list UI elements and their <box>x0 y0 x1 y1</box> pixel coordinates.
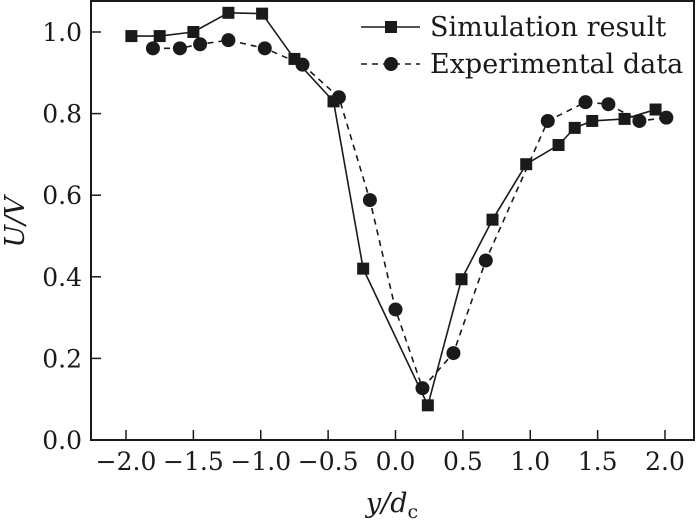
experimental-data-point <box>415 381 430 396</box>
x-tick-label: 1.0 <box>510 447 550 476</box>
experimental-data-point <box>540 113 555 128</box>
legend: Simulation result Experimental data <box>361 12 683 80</box>
y-tick-label: 0.8 <box>42 100 82 129</box>
simulation-result-point <box>552 139 565 152</box>
experimental-data-point <box>446 346 461 361</box>
x-axis-label: y/dc <box>365 488 418 523</box>
simulation-result-point <box>256 7 269 20</box>
x-axis-label-subscript: c <box>407 501 418 523</box>
experimental-data-point <box>257 41 272 56</box>
x-tick-label: 2.0 <box>645 447 685 476</box>
simulation-result-point <box>187 26 200 38</box>
y-tick-label: 0.0 <box>42 426 82 455</box>
y-axis-ticks: 0.0 0.2 0.4 0.6 0.8 1.0 <box>42 18 101 455</box>
legend-experimental-data-marker <box>384 57 398 71</box>
experimental-data-point <box>601 97 616 112</box>
experimental-data-point <box>362 193 377 208</box>
x-axis-ticks: −2.0 −1.5 −1.0 −0.5 0.0 0.5 1.0 1.5 2.0 <box>96 430 685 476</box>
experimental-data-point <box>578 95 593 110</box>
experimental-data-point <box>632 113 647 128</box>
simulation-result-point <box>618 112 631 125</box>
experimental-data-point <box>295 57 310 72</box>
x-tick-label: 1.5 <box>578 447 618 476</box>
legend-experimental-data-label: Experimental data <box>430 49 683 80</box>
simulation-result-point <box>357 262 370 275</box>
experimental-data-point <box>659 110 674 125</box>
experimental-data-point <box>145 41 160 56</box>
legend-simulation-result-marker <box>385 21 397 33</box>
experimental-data-point <box>172 41 187 56</box>
simulation-result-point <box>486 213 499 226</box>
x-tick-label: 0.5 <box>443 447 483 476</box>
x-tick-label: −1.0 <box>230 447 291 476</box>
simulation-result-point <box>125 30 138 43</box>
x-tick-label: −0.5 <box>298 447 359 476</box>
experimental-data-line <box>152 39 667 390</box>
experimental-data-point <box>478 253 493 268</box>
x-tick-label: 0.0 <box>376 447 416 476</box>
simulation-result-point <box>222 6 235 19</box>
series-layer <box>125 6 674 412</box>
experimental-data-point <box>388 302 403 317</box>
y-tick-label: 1.0 <box>42 18 82 47</box>
x-tick-label: −2.0 <box>96 447 157 476</box>
simulation-result-point <box>586 114 599 127</box>
simulation-result-point <box>455 273 468 286</box>
simulation-result-point <box>568 121 581 134</box>
legend-simulation-result-label: Simulation result <box>430 12 666 43</box>
y-tick-label: 0.2 <box>42 344 82 373</box>
experimental-data-point <box>193 37 208 52</box>
simulation-result-point <box>153 30 166 43</box>
y-tick-label: 0.6 <box>42 181 82 210</box>
simulation-result-point <box>649 103 662 116</box>
plot-frame <box>90 0 695 441</box>
x-tick-label: −1.5 <box>163 447 224 476</box>
experimental-data-point <box>221 33 236 48</box>
simulation-result-point <box>421 399 434 412</box>
y-tick-label: 0.4 <box>42 263 82 292</box>
experimental-data-point <box>331 90 346 105</box>
y-axis-label: U/V <box>0 194 31 248</box>
